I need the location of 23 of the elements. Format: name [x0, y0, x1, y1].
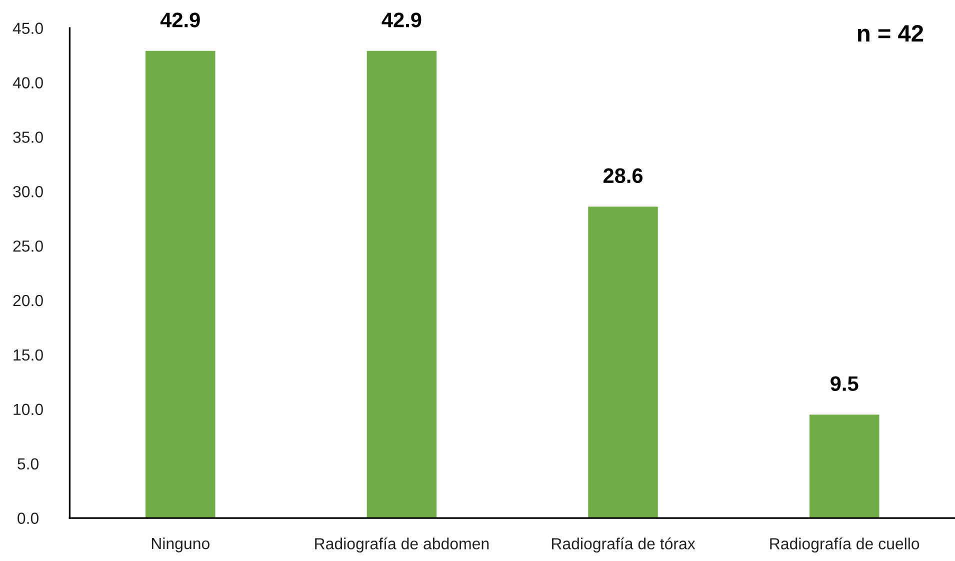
annotation: n = 42 [858, 25, 924, 42]
data-label: 42.9 [382, 12, 422, 28]
y-tick-label: 40.0 [12, 77, 43, 88]
bar [366, 50, 437, 518]
y-tick-label: 35.0 [13, 132, 43, 143]
x-tick-label: Radiografía de abdomen [315, 537, 489, 553]
y-tick-label: 25.0 [13, 240, 43, 252]
bar [588, 206, 658, 518]
y-tick-label: 10.0 [14, 404, 43, 416]
y-tick-label: 30.0 [13, 186, 43, 198]
x-tick-label: Radiografía de cuello [770, 537, 920, 553]
x-tick-label: Ninguno [152, 537, 210, 552]
y-tick-label: 5.0 [18, 458, 39, 470]
y-tick-label: 0.0 [18, 512, 39, 524]
bar [809, 414, 880, 518]
data-label: 9.5 [830, 376, 858, 392]
y-tick-label: 20.0 [13, 294, 43, 306]
data-label: 42.9 [160, 12, 200, 28]
data-label: 28.6 [603, 168, 643, 184]
x-tick-label: Radiografía de tórax [552, 537, 696, 553]
y-tick-label: 45.0 [12, 22, 43, 34]
bar [146, 50, 216, 518]
y-tick-label: 15.0 [14, 349, 43, 361]
